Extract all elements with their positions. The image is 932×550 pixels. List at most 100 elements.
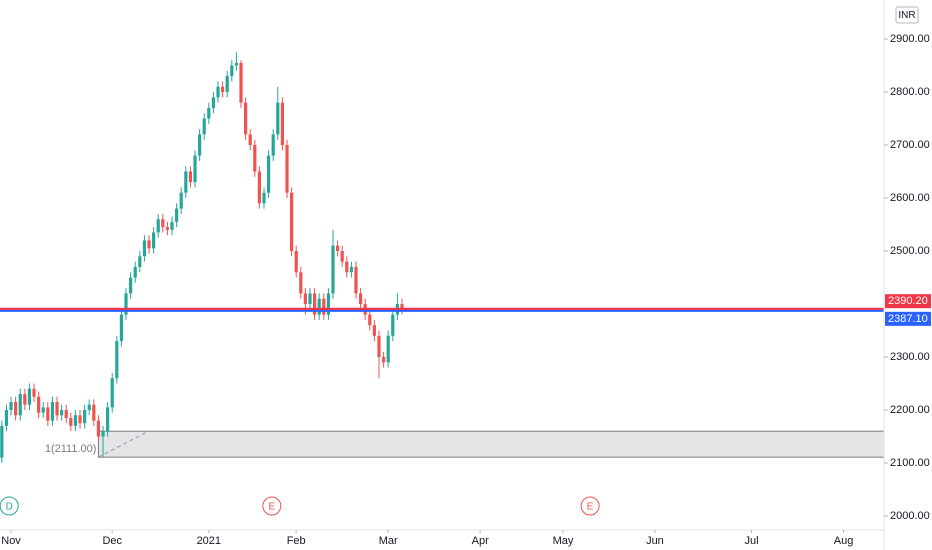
candle-body: [92, 404, 96, 421]
candle-body: [198, 134, 202, 156]
candle-body: [69, 417, 73, 426]
event-marker[interactable]: [580, 496, 600, 516]
event-label: E: [268, 502, 275, 513]
candle-body: [326, 293, 330, 315]
candle-body: [184, 171, 188, 193]
x-tick-label: Dec: [102, 535, 122, 547]
x-tick-label: Mar: [379, 535, 398, 547]
candle-body: [129, 277, 133, 294]
zone-label: 1(2111.00): [45, 443, 97, 455]
candle-body: [271, 134, 275, 156]
candle-body: [83, 410, 87, 424]
x-tick-label: Nov: [1, 535, 21, 547]
candle-body: [368, 314, 372, 326]
candle-body: [276, 102, 280, 135]
candle-body: [41, 407, 45, 413]
event-marker[interactable]: [0, 496, 19, 516]
currency-label: INR: [898, 10, 915, 21]
y-tick-label: 2200.00: [890, 404, 930, 416]
candle-body: [340, 251, 344, 262]
y-tick-label: 2900.00: [890, 33, 930, 45]
candle-body: [354, 266, 358, 294]
x-tick-label: May: [553, 535, 574, 547]
x-tick-label: 2021: [197, 535, 221, 547]
candle-body: [64, 410, 68, 418]
candle-body: [37, 396, 41, 413]
event-label: E: [587, 502, 594, 513]
candle-body: [290, 192, 294, 252]
event-marker[interactable]: [262, 496, 282, 516]
y-tick-label: 2600.00: [890, 192, 930, 204]
candle-body: [133, 266, 137, 278]
price-label-box: [885, 311, 931, 326]
candle-body: [110, 378, 114, 408]
candle-body: [216, 86, 220, 98]
candle-body: [142, 240, 147, 257]
candle-body: [175, 208, 179, 222]
price-label-box: [885, 294, 931, 309]
candle-body: [381, 357, 386, 363]
candle-body: [78, 415, 82, 424]
candle-body: [257, 171, 262, 204]
candle-body: [331, 245, 335, 294]
candle-body: [377, 335, 381, 358]
candle-body: [101, 431, 105, 437]
price-label: 2390.20: [888, 295, 928, 307]
candle-body: [303, 293, 307, 305]
y-tick-label: 2800.00: [890, 86, 930, 98]
candle-body: [147, 240, 151, 249]
candle-body: [0, 425, 4, 458]
x-tick-label: Feb: [287, 535, 306, 547]
candle-body: [400, 304, 404, 309]
candle-body: [60, 410, 64, 416]
candle-body: [234, 62, 239, 66]
candle-body: [239, 62, 243, 103]
candle-body: [322, 298, 326, 315]
candle-body: [23, 394, 27, 405]
candle-body: [211, 97, 216, 108]
y-tick-label: 2000.00: [890, 510, 930, 522]
x-tick-label: Jun: [646, 535, 664, 547]
candle-body: [358, 293, 363, 305]
candle-body: [73, 415, 78, 426]
candle-body: [106, 407, 110, 432]
candle-body: [299, 272, 303, 294]
candle-body: [138, 256, 142, 267]
x-tick-label: Jul: [745, 535, 759, 547]
candle-body: [119, 314, 124, 342]
candle-body: [280, 102, 285, 146]
candle-body: [312, 293, 317, 315]
candle-body: [9, 402, 13, 411]
candle-body: [161, 219, 165, 228]
candle-body: [188, 171, 193, 183]
price-zone: [97, 430, 885, 458]
candle-body: [285, 145, 289, 193]
candle-body: [202, 118, 206, 135]
currency-box[interactable]: [895, 6, 919, 24]
y-tick-label: 2300.00: [890, 351, 930, 363]
candle-body: [335, 245, 340, 252]
candle-body: [391, 314, 395, 336]
candle-body: [32, 388, 36, 397]
candle-body: [262, 192, 266, 204]
candle-body: [207, 107, 211, 119]
x-tick-label: Aug: [834, 535, 854, 547]
candle-body: [349, 266, 353, 273]
candle-body: [225, 76, 229, 93]
candle-body: [317, 298, 321, 315]
candle-body: [14, 402, 18, 416]
candle-body: [96, 420, 101, 437]
candle-body: [156, 219, 160, 233]
event-label: D: [6, 502, 13, 513]
candle-body: [253, 145, 257, 172]
candle-body: [244, 102, 248, 135]
x-tick-label: Apr: [472, 535, 489, 547]
zone-diagonal: [98, 430, 149, 458]
candle-body: [308, 293, 312, 305]
y-tick-label: 2500.00: [890, 245, 930, 257]
candle-body: [27, 388, 32, 405]
candle-body: [55, 402, 59, 416]
price-label: 2387.10: [888, 313, 928, 325]
price-axis-bg: [884, 0, 932, 550]
